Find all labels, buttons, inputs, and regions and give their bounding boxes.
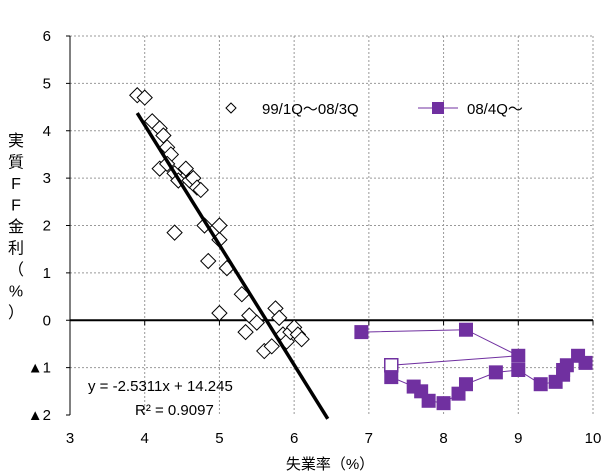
data-point-diamond (166, 224, 183, 241)
data-point-square (511, 348, 526, 363)
y-axis-label-char: 利 (8, 240, 24, 258)
data-point-square (578, 355, 593, 370)
axes (66, 35, 594, 416)
x-tick-label: 9 (514, 430, 522, 447)
data-point-diamond (192, 181, 209, 199)
y-axis-label-char: （ (8, 261, 24, 279)
data-point-square (511, 362, 526, 377)
x-tick-label: 7 (365, 430, 373, 447)
data-point-diamond (211, 304, 228, 322)
data-point-diamond (293, 330, 310, 348)
trendline-equation: y = -2.5311x + 14.245 (88, 378, 233, 395)
x-tick-label: 3 (66, 430, 74, 447)
series-08-4q (354, 322, 593, 411)
grid-lines (70, 35, 594, 415)
data-point-square (436, 396, 451, 411)
trendline (135, 112, 330, 420)
y-tick-label: ▲1 (28, 360, 51, 377)
x-tick-label: 4 (141, 430, 149, 447)
data-point-diamond (270, 309, 288, 327)
data-point-diamond (263, 338, 280, 355)
y-tick-label: ▲2 (28, 407, 51, 424)
data-point-square (559, 358, 574, 373)
y-axis-label-char: 金 (8, 218, 24, 236)
x-axis-label: 失業率（%） (286, 456, 374, 473)
y-tick-label: 6 (43, 28, 51, 45)
y-tick-labels: 6 5 4 3 2 1 0 ▲1 ▲2 (28, 28, 51, 424)
data-point-diamond (200, 252, 217, 270)
y-tick-label: 0 (43, 312, 51, 329)
trendline-annotation: y = -2.5311x + 14.245 R² = 0.9097 (88, 378, 233, 419)
y-axis-label-char: F (11, 176, 21, 193)
legend: 99/1Q～08/3Q 08/4Q～ (225, 101, 523, 118)
x-tick-label: 10 (585, 430, 602, 447)
legend-marker-diamond (225, 102, 237, 114)
r-squared: R² = 0.9097 (135, 402, 214, 419)
y-tick-label: 4 (43, 123, 51, 140)
data-point-square (488, 365, 503, 380)
data-point-square (458, 322, 473, 337)
y-tick-label: 3 (43, 170, 51, 187)
legend-marker-square (432, 102, 444, 114)
data-point-diamond (211, 217, 228, 234)
y-tick-label: 2 (43, 218, 51, 235)
data-point-square (533, 377, 548, 392)
x-tick-label: 5 (215, 430, 223, 447)
y-axis-label-char: ） (8, 304, 24, 322)
data-point-square (354, 325, 369, 340)
legend-label-series-2: 08/4Q～ (467, 101, 523, 118)
data-point-diamond (136, 89, 153, 106)
data-point-square (458, 377, 473, 392)
y-axis-label-char: F (11, 198, 21, 215)
data-point-square (384, 370, 399, 385)
x-tick-labels: 3 4 5 6 7 8 9 10 (66, 430, 602, 447)
legend-label-series-1: 99/1Q～08/3Q (262, 101, 359, 118)
y-axis-label-char: 実 (8, 132, 24, 150)
data-point-diamond (237, 323, 254, 341)
trendline-path (135, 112, 330, 420)
data-point-square (384, 358, 399, 373)
data-point-diamond (248, 314, 265, 331)
y-axis-label-char: 質 (8, 154, 24, 172)
y-tick-label: 1 (43, 265, 51, 282)
y-axis-label-char: % (9, 284, 23, 301)
x-tick-label: 6 (290, 430, 298, 447)
y-tick-label: 5 (43, 75, 51, 92)
x-tick-label: 8 (439, 430, 447, 447)
data-point-square (421, 393, 436, 408)
